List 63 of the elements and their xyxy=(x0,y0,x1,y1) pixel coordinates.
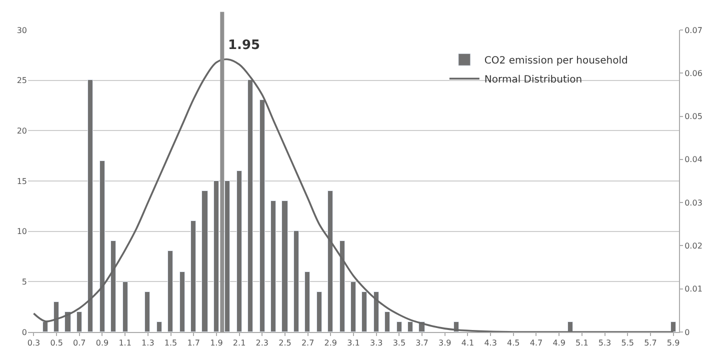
x-tick-label: 1.3 xyxy=(142,338,154,348)
bar xyxy=(168,250,173,332)
x-tick-label: 5.3 xyxy=(598,338,612,348)
x-tick-label: 5.5 xyxy=(621,338,634,348)
bar xyxy=(282,200,288,332)
x-tick-label: 2.3 xyxy=(256,338,268,348)
y2-tick-label: 0.03 xyxy=(684,198,702,208)
bar xyxy=(202,190,208,332)
legend-label: Normal Distribution xyxy=(484,74,582,86)
y-tick-label: 20 xyxy=(16,126,27,136)
y2-tick-label: 0.07 xyxy=(684,26,702,35)
x-tick-label: 4.9 xyxy=(552,338,566,348)
x-tick-label: 0.3 xyxy=(27,338,40,348)
y-tick-label: 30 xyxy=(16,26,27,35)
y2-tick-label: 0.04 xyxy=(684,155,702,164)
x-tick-label: 5.1 xyxy=(576,338,588,348)
bar xyxy=(180,272,185,332)
y2-tick-label: 0.06 xyxy=(684,68,702,78)
x-tick-label: 3.9 xyxy=(438,338,452,348)
x-tick-label: 4.3 xyxy=(484,338,497,348)
x-tick-label: 0.7 xyxy=(73,338,86,348)
y2-tick-label: 0 xyxy=(684,328,690,337)
x-tick-label: 3.1 xyxy=(347,338,360,348)
x-tick-label: 4.1 xyxy=(461,338,474,348)
y2-tick-label: 0.01 xyxy=(684,284,702,294)
bar xyxy=(190,220,196,332)
y-tick-label: 10 xyxy=(16,227,27,236)
y2-tick-label: 0.02 xyxy=(684,242,702,251)
x-tick-label: 1.7 xyxy=(187,338,200,348)
bar xyxy=(144,292,150,332)
x-tick-label: 5.9 xyxy=(666,338,680,348)
bar xyxy=(304,272,310,332)
x-tick-label: 4.5 xyxy=(507,338,520,348)
y-tick-label: 25 xyxy=(16,76,27,86)
bar xyxy=(214,180,219,332)
x-tick-label: 0.5 xyxy=(50,338,63,348)
bar xyxy=(224,180,230,332)
bar xyxy=(316,292,322,332)
ref-line-label: 1.95 xyxy=(228,38,260,53)
bar xyxy=(294,230,299,332)
x-tick-label: 2.7 xyxy=(301,338,314,348)
x-tick-label: 3.7 xyxy=(416,338,428,348)
y-tick-label: 5 xyxy=(22,277,27,286)
y-tick-label: 0 xyxy=(22,328,27,337)
x-tick-label: 1.5 xyxy=(164,338,178,348)
bar xyxy=(396,322,402,332)
x-tick-label: 1.9 xyxy=(210,338,223,348)
y2-tick-label: 0.05 xyxy=(684,112,702,122)
x-tick-label: 4.7 xyxy=(530,338,543,348)
y-tick-label: 15 xyxy=(16,176,27,186)
legend-label: CO2 emission per household xyxy=(484,56,628,66)
bar xyxy=(122,282,128,332)
x-tick-label: 2.1 xyxy=(232,338,246,348)
bar xyxy=(236,170,242,332)
bar xyxy=(270,200,276,332)
x-tick-label: 2.5 xyxy=(278,338,292,348)
x-tick-label: 5.7 xyxy=(644,338,657,348)
x-tick-label: 3.3 xyxy=(370,338,383,348)
bar xyxy=(156,322,162,332)
x-tick-label: 0.9 xyxy=(96,338,109,348)
x-tick-label: 2.9 xyxy=(324,338,338,348)
x-tick-label: 3.5 xyxy=(392,338,406,348)
x-tick-label: 1.1 xyxy=(118,338,132,348)
